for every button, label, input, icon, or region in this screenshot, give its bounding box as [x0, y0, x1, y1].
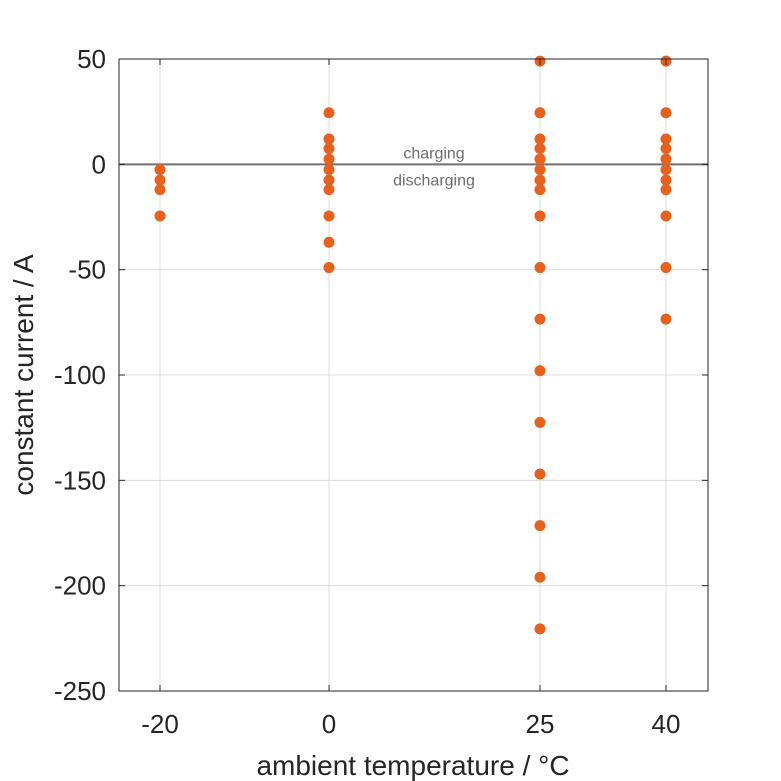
data-point [323, 236, 335, 248]
data-point [323, 153, 335, 165]
data-point [534, 468, 546, 480]
y-tick-label: -250 [54, 676, 106, 706]
data-point [323, 184, 335, 196]
data-point [154, 164, 166, 176]
discharging-annotation: discharging [393, 172, 475, 189]
y-tick-label: -150 [54, 465, 106, 495]
data-point [534, 313, 546, 325]
charging-annotation: charging [403, 145, 464, 162]
data-point [534, 623, 546, 635]
y-axis-label: constant current / A [8, 254, 39, 496]
data-point [660, 133, 672, 145]
data-points [154, 55, 672, 635]
data-point [323, 133, 335, 145]
data-point [534, 184, 546, 196]
data-point [534, 262, 546, 274]
y-tick-label: -200 [54, 571, 106, 601]
x-tick-label: -20 [141, 709, 179, 739]
data-point [660, 313, 672, 325]
data-point [154, 184, 166, 196]
data-point [534, 107, 546, 119]
data-point [534, 164, 546, 176]
x-tick-label: 0 [322, 709, 336, 739]
data-point [534, 143, 546, 155]
data-point [534, 571, 546, 583]
data-point [660, 153, 672, 165]
data-point [323, 107, 335, 119]
data-point [323, 174, 335, 186]
data-point [534, 153, 546, 165]
y-axis-ticks: 50 0 -50 -100 -150 -200 -250 [54, 44, 708, 706]
data-point [660, 184, 672, 196]
y-tick-label: -50 [68, 255, 106, 285]
data-point [534, 416, 546, 428]
data-point [534, 174, 546, 186]
data-point [660, 164, 672, 176]
data-point [660, 143, 672, 155]
data-point [154, 174, 166, 186]
data-point [534, 210, 546, 222]
data-point [323, 164, 335, 176]
data-point [660, 107, 672, 119]
y-tick-label: -100 [54, 360, 106, 390]
x-tick-label: 25 [526, 709, 555, 739]
data-point [534, 133, 546, 145]
data-point [323, 143, 335, 155]
x-axis-label: ambient temperature / °C [256, 750, 569, 781]
x-tick-label: 40 [652, 709, 681, 739]
data-point [660, 262, 672, 274]
data-point [660, 210, 672, 222]
data-point [660, 174, 672, 186]
data-point [154, 210, 166, 222]
x-axis-ticks: -20 0 25 40 [141, 59, 680, 739]
data-point [534, 520, 546, 532]
data-point [323, 210, 335, 222]
data-point [323, 262, 335, 274]
y-tick-label: 50 [77, 44, 106, 74]
data-point [534, 365, 546, 377]
y-tick-label: 0 [92, 149, 106, 179]
